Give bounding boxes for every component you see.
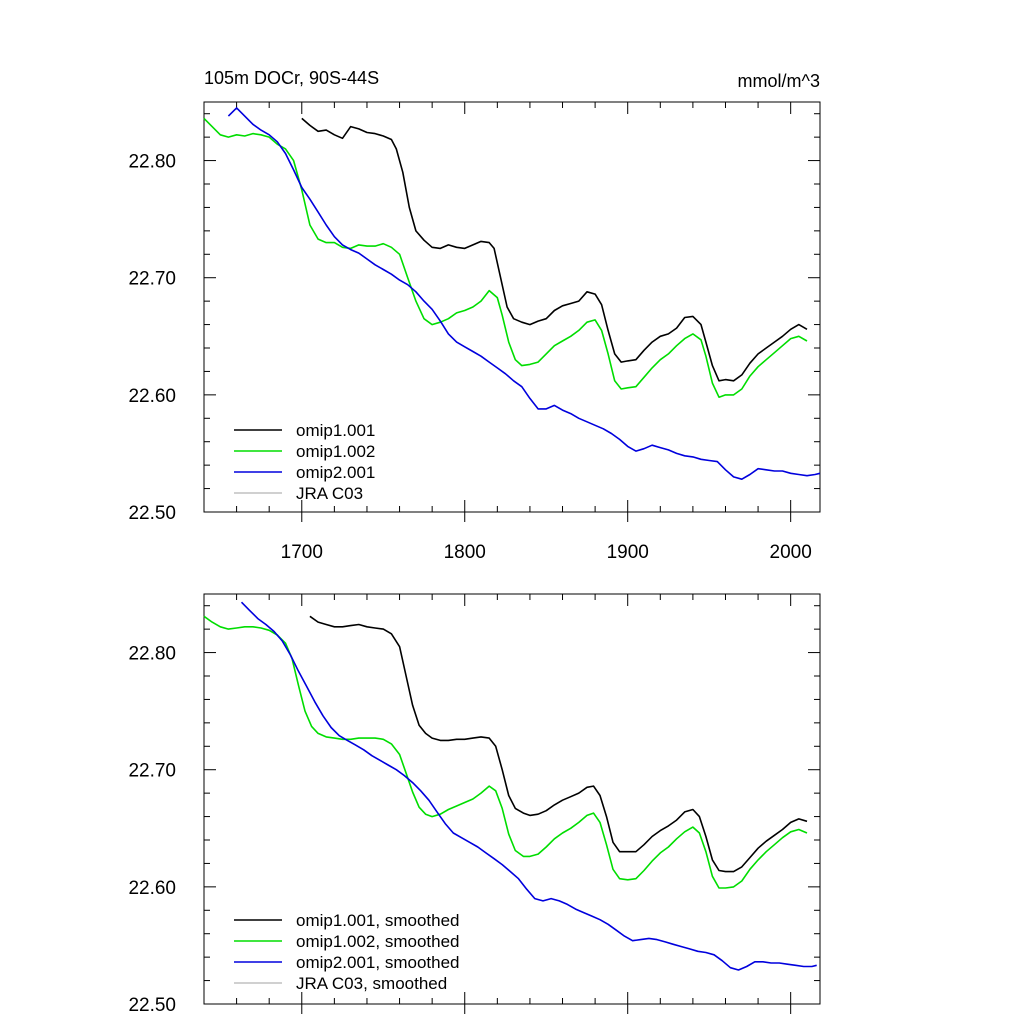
legend-label: omip1.002, smoothed [296, 932, 460, 951]
series-line-omip1-002 [203, 117, 808, 398]
legend-label: omip1.001 [296, 421, 375, 440]
plot-frame [203, 101, 821, 513]
y-tick-label: 22.50 [128, 995, 176, 1016]
legend-label: JRA C03 [296, 484, 363, 503]
y-tick-label: 22.70 [128, 761, 176, 782]
legend-label: omip1.002 [296, 442, 375, 461]
series-line-omip2-001-smoothed [240, 601, 817, 971]
y-tick-label: 22.80 [128, 152, 176, 173]
legend-label: omip2.001, smoothed [296, 953, 460, 972]
x-tick-label: 1700 [281, 542, 323, 563]
y-tick-label: 22.60 [128, 386, 176, 407]
y-tick-label: 22.80 [128, 644, 176, 665]
series-line-omip1-001-smoothed [309, 615, 808, 873]
y-tick-label: 22.50 [128, 503, 176, 524]
chart-panel-1: 22.50 22.60 22.70 22.80 1700 1800 1900 2000 omip… [128, 101, 821, 563]
series-line-omip2-001 [227, 107, 821, 480]
x-tick-label: 1800 [444, 542, 486, 563]
legend-label: JRA C03, smoothed [296, 974, 447, 993]
y-tick-label: 22.70 [128, 269, 176, 290]
chart-title: 105m DOCr, 90S-44S [204, 68, 379, 88]
series-line-omip1-001 [301, 117, 808, 382]
legend: omip1.001, smoothed omip1.002, smoothed om… [234, 911, 460, 993]
chart-units: mmol/m^3 [738, 71, 820, 91]
y-tick-label: 22.60 [128, 878, 176, 899]
series-line-omip1-002-smoothed [203, 615, 808, 889]
legend-label: omip2.001 [296, 463, 375, 482]
legend-label: omip1.001, smoothed [296, 911, 460, 930]
plot-frame [203, 593, 821, 1005]
x-tick-label: 2000 [770, 542, 812, 563]
x-tick-label: 1900 [607, 542, 649, 563]
legend: omip1.001 omip1.002 omip2.001 JRA C03 [234, 421, 375, 503]
